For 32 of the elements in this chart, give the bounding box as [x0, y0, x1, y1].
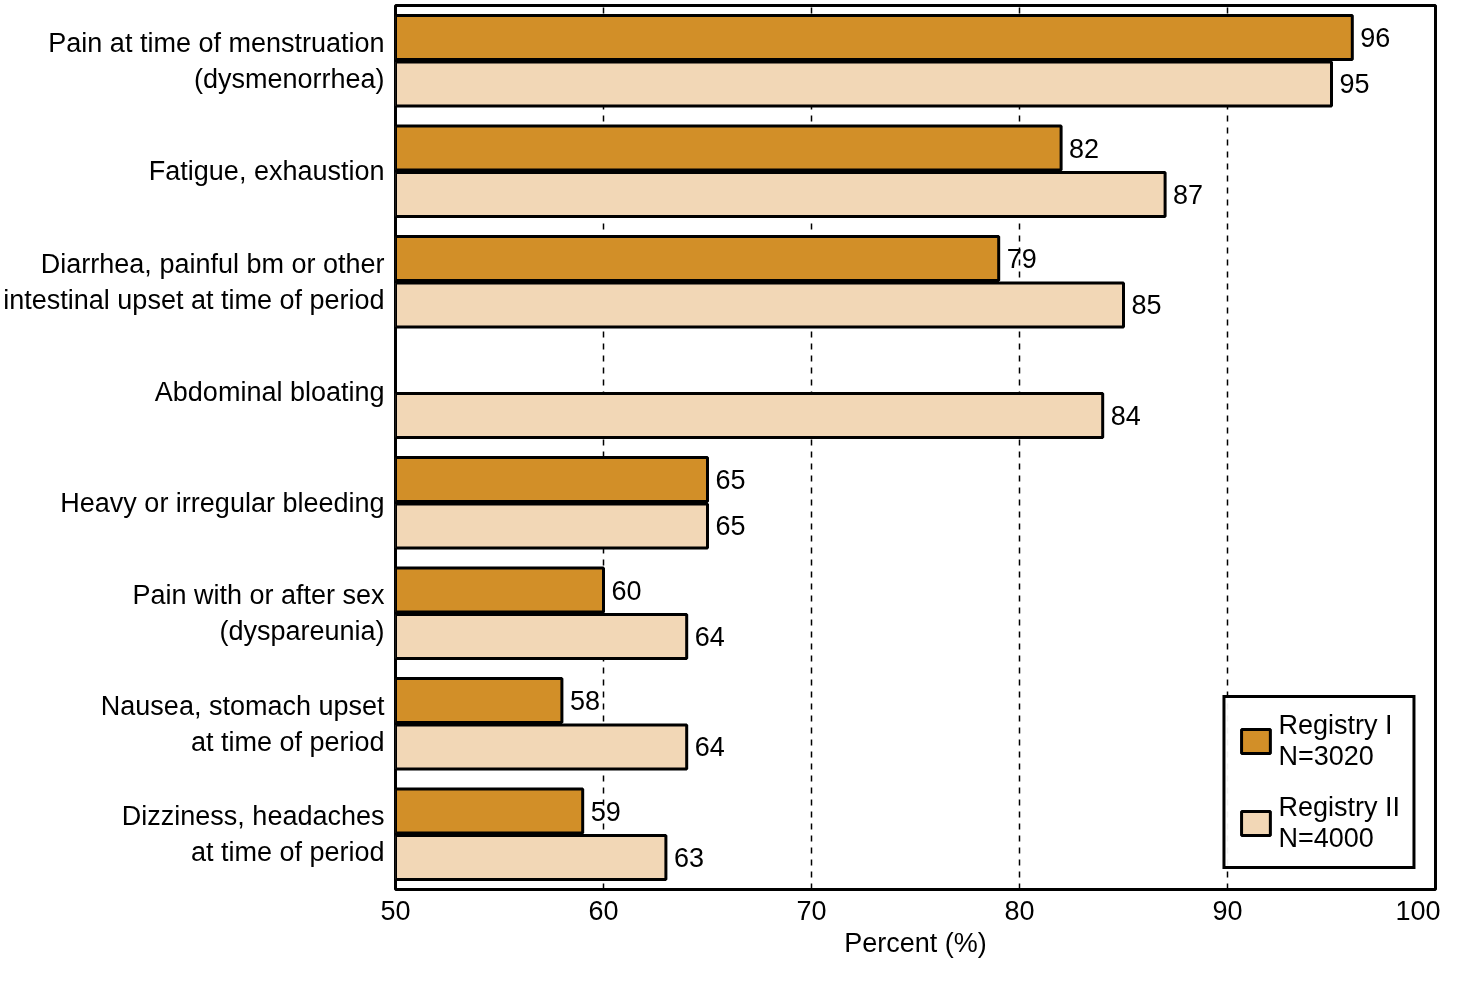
data-label: 95: [1339, 69, 1370, 100]
y-tick-label: Fatigue, exhaustion: [148, 156, 385, 187]
x-tick-label: 100: [1395, 895, 1441, 926]
data-label: 96: [1360, 23, 1391, 54]
data-label: 85: [1131, 290, 1162, 321]
x-tick-label: 80: [1004, 895, 1035, 926]
y-tick-label: Heavy or irregular bleeding: [60, 487, 385, 518]
y-tick-label: Pain with or after sex (dyspareunia): [132, 580, 385, 647]
y-tick-label: Dizziness, headaches at time of period: [121, 801, 385, 868]
data-label: 65: [715, 465, 746, 496]
legend-label: Registry I N=3020: [1278, 710, 1393, 772]
x-tick-label: 90: [1212, 895, 1243, 926]
data-label: 63: [673, 842, 704, 873]
y-tick-label: Pain at time of menstruation (dysmenorrhea): [48, 27, 385, 94]
data-label: 60: [611, 575, 642, 606]
data-label: 64: [694, 732, 725, 763]
data-label: 65: [715, 511, 746, 542]
data-label: 64: [694, 621, 725, 652]
data-label: 84: [1110, 400, 1141, 431]
data-label: 87: [1173, 179, 1204, 210]
y-tick-label: Abdominal bloating: [154, 377, 385, 408]
data-label: 58: [569, 686, 600, 717]
x-axis-title: Percent (%): [844, 927, 987, 958]
x-tick-label: 70: [796, 895, 827, 926]
legend-label: Registry II N=4000: [1278, 792, 1400, 854]
y-tick-label: Diarrhea, painful bm or other intestinal upset at time of period: [3, 248, 385, 315]
data-label: 79: [1006, 244, 1037, 275]
y-tick-label: Nausea, stomach upset at time of period: [100, 690, 385, 757]
data-label: 59: [590, 796, 621, 827]
data-label: 82: [1069, 133, 1100, 164]
x-tick-label: 60: [588, 895, 619, 926]
x-tick-label: 50: [380, 895, 411, 926]
